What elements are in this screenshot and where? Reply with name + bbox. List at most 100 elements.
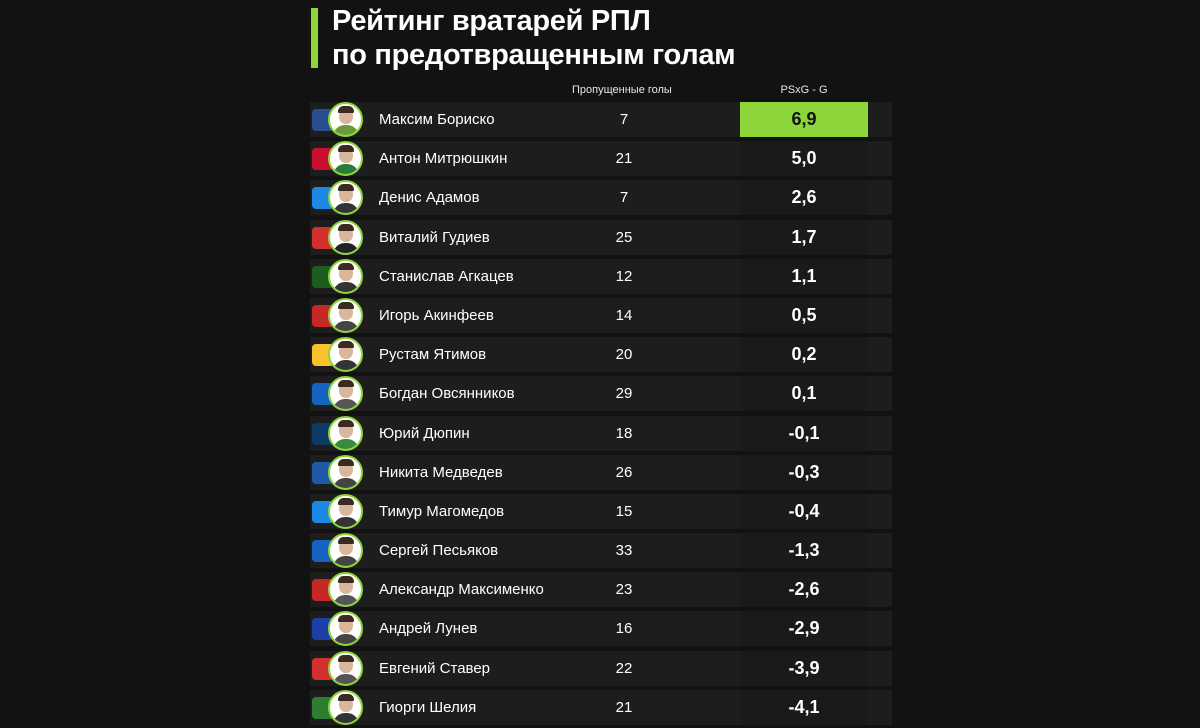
avatar — [328, 337, 363, 373]
psxg-value: -0,1 — [788, 422, 820, 443]
table-row: Тимур Магомедов 15 -0,4 — [310, 493, 892, 529]
avatar — [328, 650, 363, 686]
player-name: Александр Максименко — [379, 581, 544, 599]
player-name: Антон Митрюшкин — [379, 150, 508, 168]
avatar-hair — [338, 419, 354, 427]
psxg-value: -4,1 — [788, 696, 820, 717]
psxg-value: 5,0 — [791, 148, 817, 169]
avatar-body — [333, 281, 359, 292]
table-row: Антон Митрюшкин 21 5,0 — [310, 141, 892, 177]
avatar-body — [333, 477, 359, 488]
avatar — [328, 376, 363, 412]
player-name: Станислав Агкацев — [379, 267, 514, 285]
table-row: Юрий Дюпин 18 -0,1 — [310, 415, 892, 451]
table-row: Никита Медведев 26 -0,3 — [310, 454, 892, 490]
avatar-body — [333, 164, 359, 175]
goals-conceded: 22 — [615, 659, 633, 677]
table-row: Гиорги Шелия 21 -4,1 — [310, 689, 892, 725]
title-accent-bar — [311, 8, 318, 68]
table-row: Богдан Овсянников 29 0,1 — [310, 376, 892, 412]
avatar-hair — [338, 537, 354, 545]
avatar-body — [333, 556, 359, 567]
avatar-hair — [338, 145, 354, 153]
avatar-body — [333, 125, 359, 135]
goals-conceded: 26 — [615, 463, 633, 481]
avatar-hair — [338, 693, 354, 701]
avatar-hair — [338, 458, 354, 466]
psxg-value: 1,1 — [791, 265, 817, 286]
psxg-cell-background — [740, 689, 868, 725]
psxg-cell-background — [740, 180, 868, 216]
psxg-cell-background — [740, 415, 868, 451]
avatar-hair — [338, 223, 354, 231]
title-line-2: по предотвращенным голам — [332, 39, 736, 71]
avatar-body — [333, 399, 359, 410]
goals-conceded: 21 — [615, 698, 633, 716]
table-row: Александр Максименко 23 -2,6 — [310, 572, 892, 608]
psxg-value: 0,1 — [791, 383, 817, 404]
avatar — [328, 258, 363, 294]
avatar-body — [333, 516, 359, 527]
goalkeeper-table: Максим Бориско 7 6,9 Антон Митрюшкин 21 5,0 Де… — [310, 102, 892, 728]
psxg-cell-background — [740, 258, 868, 294]
player-name: Никита Медведев — [379, 463, 503, 481]
avatar — [328, 180, 363, 216]
title-line-1: Рейтинг вратарей РПЛ — [332, 5, 651, 37]
avatar-body — [333, 242, 359, 253]
player-name: Игорь Акинфеев — [379, 306, 494, 324]
psxg-cell-background — [740, 454, 868, 490]
psxg-value: 0,5 — [791, 304, 817, 325]
table-row: Рустам Ятимов 20 0,2 — [310, 337, 892, 373]
psxg-cell-background — [740, 141, 868, 177]
player-name: Денис Адамов — [379, 189, 480, 207]
psxg-value: 1,7 — [791, 226, 817, 247]
psxg-value: 6,9 — [740, 102, 868, 137]
avatar-hair — [338, 654, 354, 662]
avatar-hair — [338, 341, 354, 349]
table-row: Максим Бориско 7 6,9 — [310, 102, 892, 137]
goals-conceded: 7 — [619, 189, 629, 207]
avatar-body — [333, 634, 359, 645]
player-name: Сергей Песьяков — [379, 542, 499, 560]
goals-conceded: 18 — [615, 424, 633, 442]
avatar — [328, 493, 363, 529]
psxg-value: -0,4 — [788, 500, 820, 521]
avatar-hair — [338, 576, 354, 584]
table-row: Евгений Ставер 22 -3,9 — [310, 650, 892, 686]
avatar-body — [333, 320, 359, 331]
table-row: Станислав Агкацев 12 1,1 — [310, 258, 892, 294]
table-row: Сергей Песьяков 33 -1,3 — [310, 533, 892, 569]
psxg-cell-background — [740, 337, 868, 373]
avatar — [328, 454, 363, 490]
page-title: Рейтинг вратарей РПЛ по предотвращенным … — [332, 4, 736, 72]
player-name: Гиорги Шелия — [379, 698, 477, 716]
avatar-body — [333, 595, 359, 606]
goals-conceded: 20 — [615, 346, 633, 364]
goals-conceded: 16 — [615, 620, 633, 638]
psxg-cell-background — [740, 611, 868, 647]
psxg-value: -2,9 — [788, 618, 820, 639]
avatar — [328, 689, 363, 725]
avatar — [328, 219, 363, 255]
avatar — [328, 102, 363, 137]
psxg-cell-background — [740, 572, 868, 608]
avatar — [328, 141, 363, 177]
psxg-cell-background — [740, 297, 868, 333]
table-row: Андрей Лунев 16 -2,9 — [310, 611, 892, 647]
avatar-hair — [338, 106, 354, 113]
avatar-body — [333, 203, 359, 214]
column-header-goals: Пропущенные голы — [572, 84, 672, 96]
player-name: Андрей Лунев — [379, 620, 478, 638]
psxg-value: -1,3 — [788, 540, 820, 561]
psxg-cell-background — [740, 650, 868, 686]
avatar-hair — [338, 615, 354, 623]
avatar-body — [333, 438, 359, 449]
goals-conceded: 25 — [615, 228, 633, 246]
avatar-hair — [338, 301, 354, 309]
psxg-value: 2,6 — [791, 187, 817, 208]
goals-conceded: 14 — [615, 306, 633, 324]
goals-conceded: 29 — [615, 385, 633, 403]
psxg-cell-background — [740, 219, 868, 255]
avatar-body — [333, 360, 359, 371]
